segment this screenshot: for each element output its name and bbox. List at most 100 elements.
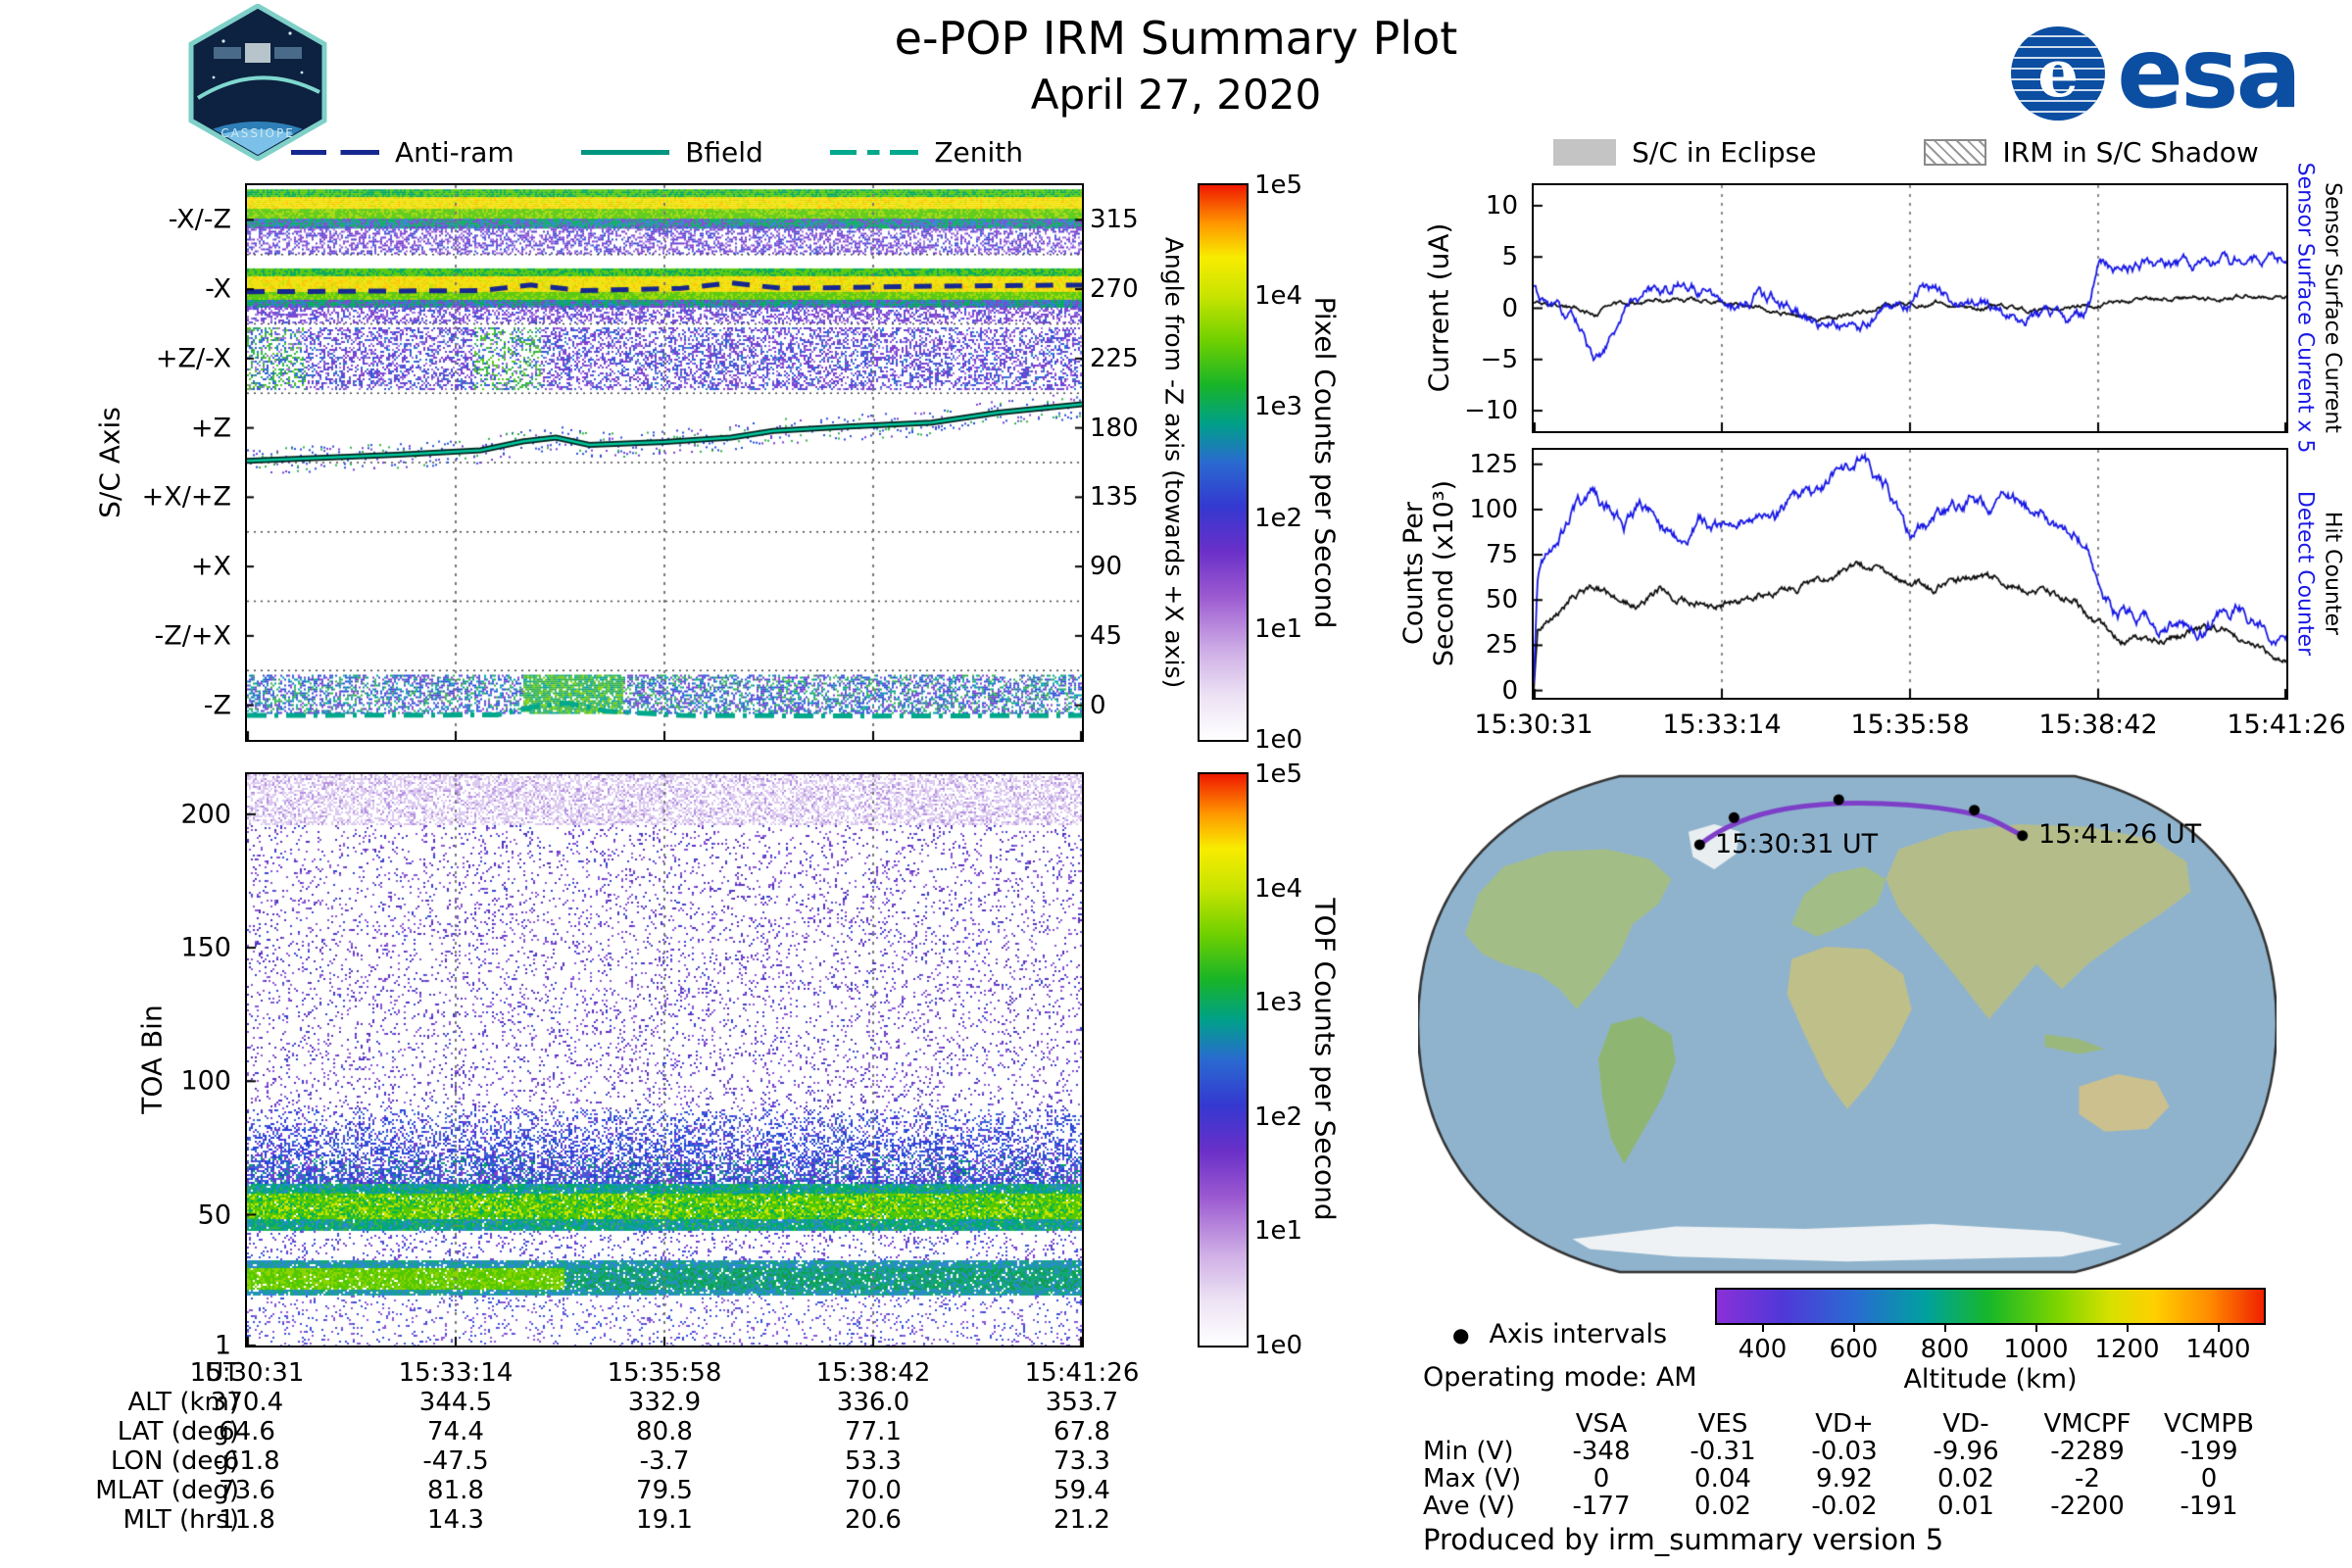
legend-eclipse: S/C in Eclipse [1553, 136, 1816, 169]
ephemeris-value: 20.6 [845, 1505, 902, 1535]
ephemeris-value: 353.7 [1045, 1388, 1119, 1417]
toa-tick: 50 [197, 1200, 231, 1230]
toa-yticks: 200 150 100 50 1 [0, 774, 239, 1360]
ephemeris-value: 15:30:31 [189, 1358, 305, 1388]
voltage-value: 0.02 [1937, 1464, 1994, 1494]
voltage-value: -191 [2180, 1492, 2238, 1521]
time-tick: 15:38:42 [2038, 710, 2158, 740]
pixel-cb-tick: 1e4 [1254, 281, 1303, 312]
toa-tick: 200 [180, 799, 231, 830]
angle-tick: 225 [1090, 343, 1139, 373]
ephemeris-table: UT 15:30:31 15:33:14 15:35:58 15:38:42 15:41:… [0, 1358, 1196, 1544]
voltage-value: 0 [1592, 1464, 1610, 1494]
tof-cb-tick: 1e0 [1254, 1331, 1303, 1360]
sc-axis-legend: Anti-ram Bfield Zenith [247, 131, 1082, 172]
ephemeris-row-label: MLT (hrs) [122, 1505, 240, 1535]
ephemeris-value: 11.8 [219, 1505, 275, 1535]
ephemeris-value: 370.4 [210, 1388, 284, 1417]
ephemeris-value: 53.3 [845, 1446, 902, 1476]
ephemeris-value: 332.9 [627, 1388, 702, 1417]
counters-plot-canvas [1532, 448, 2288, 700]
current-ytick: 5 [1501, 242, 1518, 272]
voltage-value: -2289 [2050, 1437, 2125, 1466]
page-title: e-POP IRM Summary Plot [894, 12, 1458, 65]
pixel-cb-tick: 1e1 [1254, 613, 1303, 644]
counts-ytick: 75 [1485, 540, 1518, 570]
eclipse-patch [1553, 138, 1617, 166]
patch-text: CASSIOPE [220, 126, 295, 140]
tof-counts-colorbar-ticks: 1e5 1e4 1e3 1e2 1e1 1e0 [1254, 760, 1323, 1360]
voltage-value: -0.03 [1811, 1437, 1878, 1466]
sc-axis-spectrogram-canvas [245, 183, 1084, 742]
axis-intervals-legend: ● Axis intervals [1452, 1319, 1667, 1349]
voltage-value: 0.04 [1694, 1464, 1751, 1494]
sc-axis-category: -Z/+X [154, 620, 231, 652]
angle-tick: 315 [1090, 205, 1139, 235]
sc-axis-category: +X/+Z [141, 481, 231, 513]
tof-counts-colorbar [1198, 772, 1249, 1348]
current-ytick: −10 [1464, 396, 1518, 426]
current-ytick: 0 [1501, 293, 1518, 323]
pixel-cb-tick: 1e3 [1254, 392, 1303, 422]
pixel-cb-tick: 1e5 [1254, 171, 1303, 200]
ephemeris-value: 77.1 [845, 1417, 902, 1446]
eclipse-label: S/C in Eclipse [1632, 135, 1817, 169]
voltage-row-label: Max (V) [1423, 1464, 1522, 1494]
shadow-hatch-patch [1924, 138, 1987, 166]
sc-axis-category: -Z [203, 690, 231, 721]
ephemeris-value: -47.5 [422, 1446, 489, 1476]
track-start-label: 15:30:31 UT [1715, 829, 1879, 859]
ephemeris-row-label: UT [205, 1358, 239, 1388]
counts-right-label-blue: Detect Counter [2292, 490, 2318, 657]
angle-tick: 0 [1090, 690, 1106, 720]
ephemeris-value: 73.3 [1054, 1446, 1110, 1476]
sc-axis-category: +X [190, 551, 231, 582]
ephemeris-row-label: LAT (deg) [117, 1417, 239, 1446]
plot-date: April 27, 2020 [1030, 71, 1322, 119]
pixel-counts-colorbar-title: Pixel Counts per Second [1308, 296, 1342, 629]
ephemeris-value: 74.4 [427, 1417, 484, 1446]
counts-right-label-black: Hit Counter [2320, 511, 2345, 636]
voltage-value: 9.92 [1816, 1464, 1873, 1494]
voltage-value: -177 [1572, 1492, 1631, 1521]
legend-antiram: Anti-ram [291, 136, 514, 169]
eclipse-legend: S/C in Eclipse IRM in S/C Shadow [1514, 131, 2298, 172]
voltage-col-header: VSA [1575, 1409, 1628, 1439]
altitude-tickmark [1852, 1323, 1855, 1332]
ephemeris-value: 344.5 [418, 1388, 493, 1417]
tof-counts-colorbar-title: TOF Counts per Second [1308, 898, 1342, 1221]
altitude-tickmark [2034, 1323, 2037, 1332]
angle-tick: 90 [1090, 552, 1123, 582]
altitude-tickmark [1943, 1323, 1946, 1332]
counts-ytick: 0 [1501, 675, 1518, 706]
ephemeris-value: 73.6 [219, 1476, 275, 1505]
ephemeris-value: -3.7 [639, 1446, 690, 1476]
legend-zenith: Zenith [830, 136, 1023, 169]
ephemeris-row-label: ALT (km) [127, 1388, 239, 1417]
altitude-tick: 400 [1738, 1335, 1788, 1364]
ephemeris-value: 81.8 [427, 1476, 484, 1505]
header: e-POP IRM Summary Plot April 27, 2020 [895, 12, 1458, 119]
antiram-label: Anti-ram [395, 135, 514, 169]
sc-axis-categories: -X/-Z -X +Z/-X +Z +X/+Z +X -Z/+X -Z [0, 185, 239, 740]
voltage-value: -348 [1572, 1437, 1631, 1466]
angle-tick: 180 [1090, 413, 1139, 443]
axis-interval-dot-icon: ● [1452, 1322, 1470, 1347]
altitude-colorbar-title: Altitude (km) [1903, 1364, 2078, 1395]
patch-satellite-body [245, 43, 270, 63]
esa-wordmark: esa [2117, 16, 2302, 130]
counts-ytick: 50 [1485, 585, 1518, 615]
antiram-line-sample [291, 149, 379, 155]
voltage-value: -0.02 [1811, 1492, 1878, 1521]
sc-axis-category: -X [205, 273, 231, 305]
tof-cb-tick: 1e3 [1254, 988, 1303, 1018]
voltage-value: -9.96 [1933, 1437, 1999, 1466]
voltage-value: 0.02 [1694, 1492, 1751, 1521]
legend-shadow: IRM in S/C Shadow [1924, 136, 2259, 169]
angle-ticks: 315 270 225 180 135 90 45 0 [1090, 185, 1152, 740]
tof-cb-tick: 1e5 [1254, 760, 1303, 789]
tof-cb-tick: 1e4 [1254, 873, 1303, 904]
counts-ytick: 100 [1469, 494, 1518, 524]
current-yticks: 10 5 0 −5 −10 [1450, 185, 1526, 431]
